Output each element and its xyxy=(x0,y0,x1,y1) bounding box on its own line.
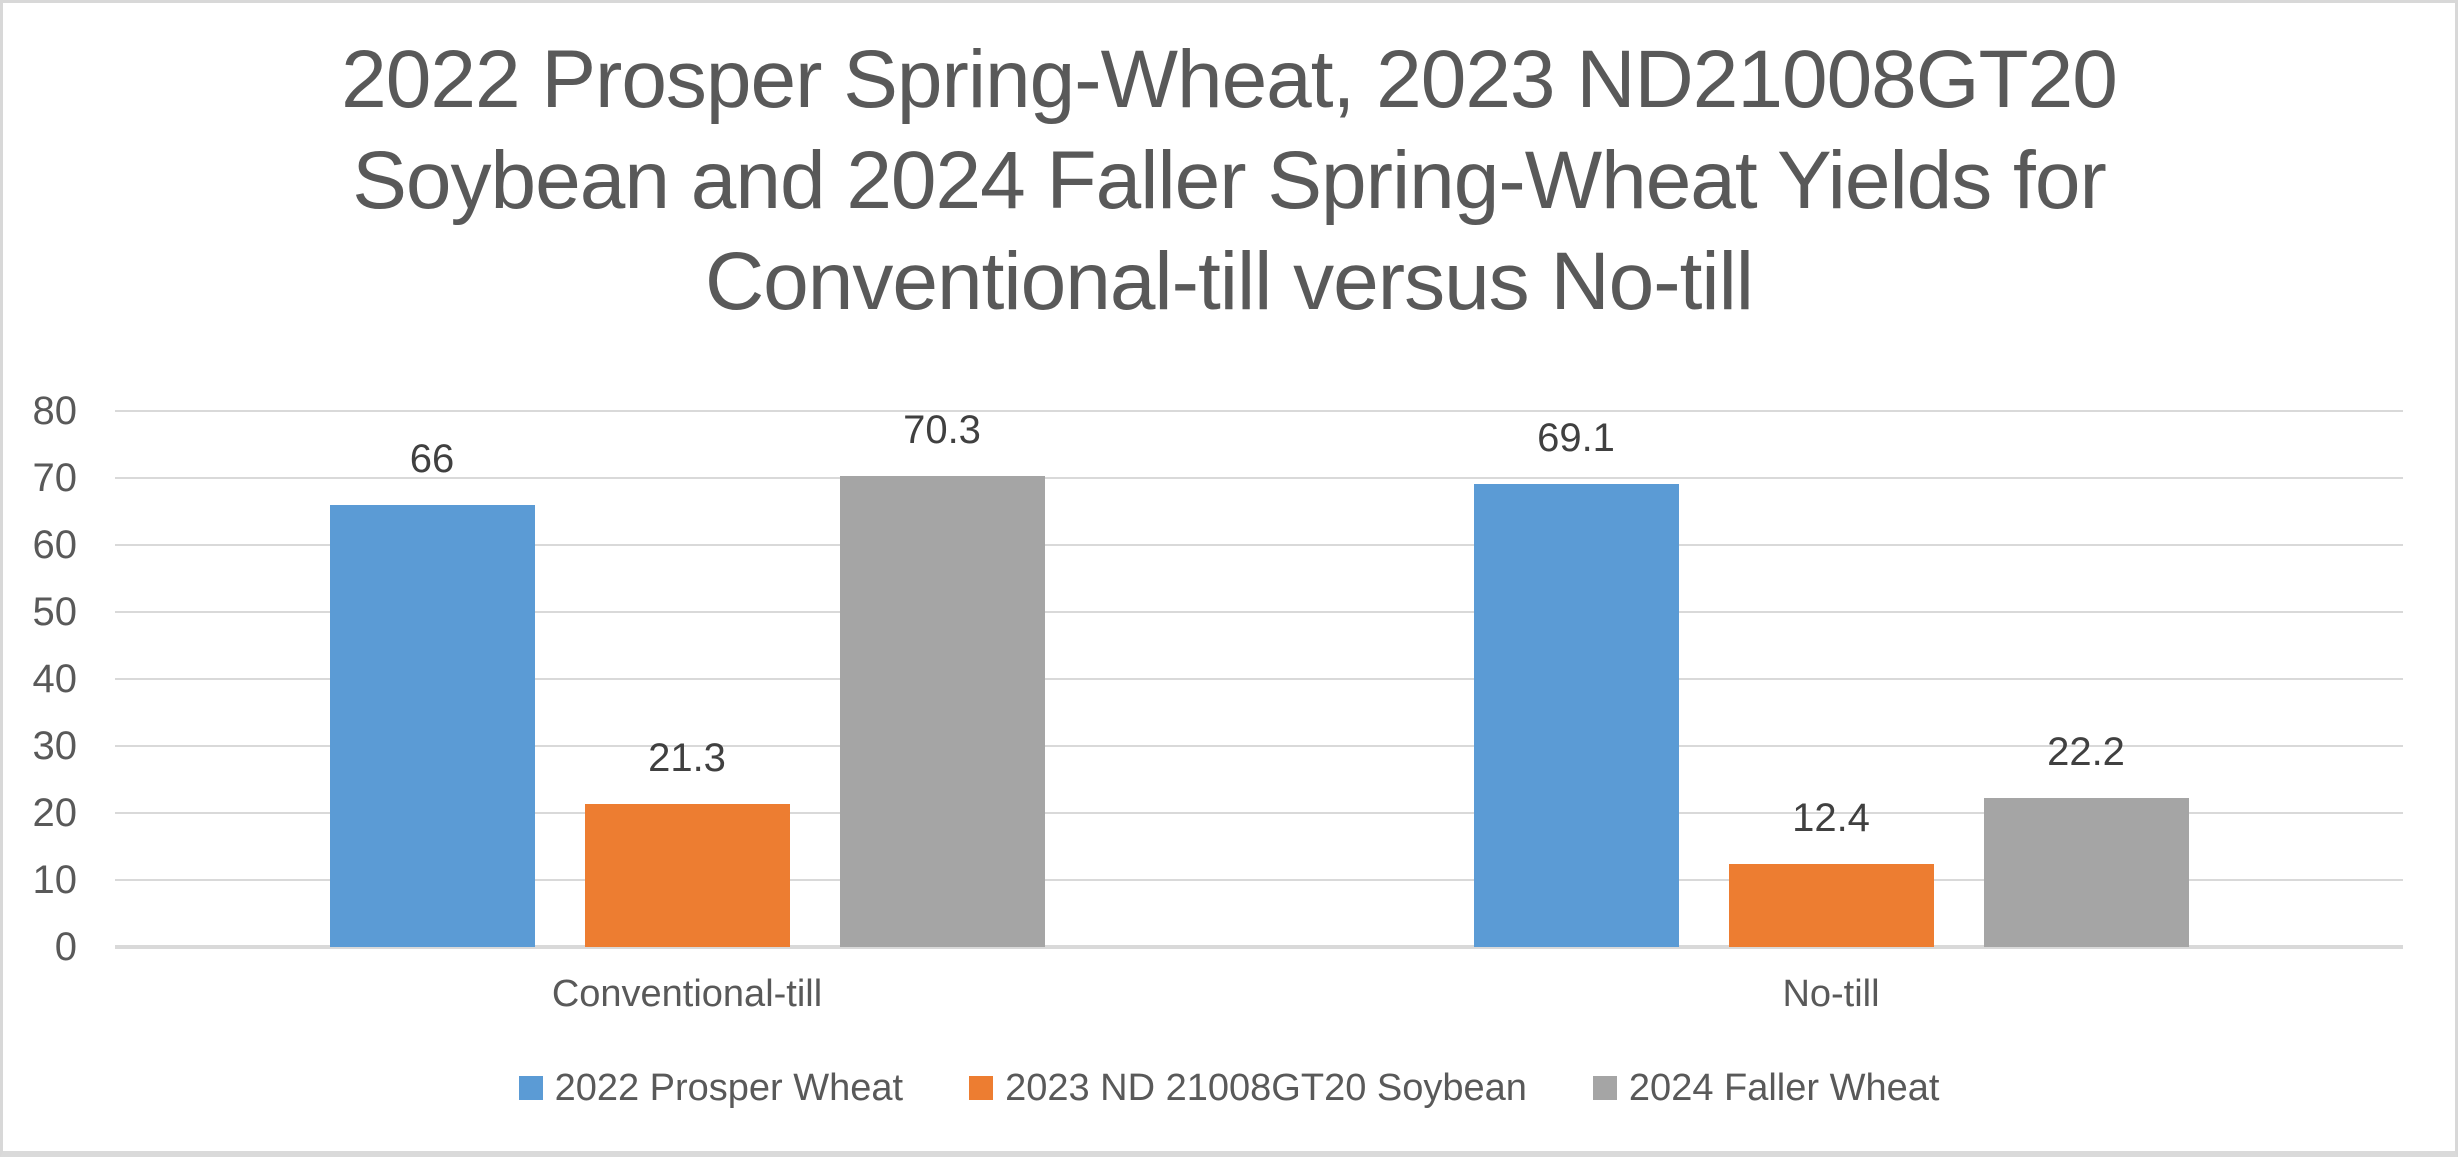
legend: 2022 Prosper Wheat 2023 ND 21008GT20 Soyb… xyxy=(3,1065,2455,1111)
legend-marker xyxy=(969,1076,994,1100)
legend-label: 2024 Faller Wheat xyxy=(1628,1067,1940,1109)
y-tick-label: 0 xyxy=(54,925,77,969)
x-axis-line xyxy=(115,945,2403,949)
gridline xyxy=(115,611,2403,613)
bar-group: 69.1 12.4 22.2 xyxy=(1259,411,2403,947)
y-tick-label: 10 xyxy=(32,858,78,902)
y-axis: 80 70 60 50 40 30 20 10 0 xyxy=(3,390,87,968)
bar-data-label: 70.3 xyxy=(903,408,981,452)
bar-groups: 66 21.3 70.3 69.1 12.4 22.2 xyxy=(115,408,2403,947)
chart-title-line-2: Soybean and 2024 Faller Spring-Wheat Yie… xyxy=(352,135,2107,226)
y-tick-label: 40 xyxy=(32,657,78,701)
y-tick-label: 50 xyxy=(32,590,78,634)
y-tick-label: 20 xyxy=(32,791,78,835)
legend-marker xyxy=(1592,1076,1617,1100)
bar-data-label: 21.3 xyxy=(648,736,726,781)
legend-item: 2024 Faller Wheat xyxy=(1592,1065,1940,1111)
bar: 21.3 xyxy=(584,736,790,947)
bar-data-label: 22.2 xyxy=(2047,730,2125,775)
category-label: Conventional-till xyxy=(551,973,823,1015)
category-label: No-till xyxy=(1782,973,1880,1015)
bar: 70.3 xyxy=(839,408,1045,947)
chart-title-line-3: Conventional-till versus No-till xyxy=(704,236,1754,327)
plot-area: 66 21.3 70.3 69.1 12.4 22.2 xyxy=(115,408,2403,949)
gridline xyxy=(115,410,2403,412)
bar-data-label: 66 xyxy=(409,436,455,481)
legend-item: 2022 Prosper Wheat xyxy=(518,1065,904,1111)
bar: 12.4 xyxy=(1728,796,1934,947)
y-tick-label: 60 xyxy=(32,523,78,567)
chart-title-line-1: 2022 Prosper Spring-Wheat, 2023 ND21008G… xyxy=(341,34,2118,125)
gridline xyxy=(115,477,2403,479)
legend-label: 2022 Prosper Wheat xyxy=(554,1067,904,1109)
bar: 69.1 xyxy=(1473,416,1679,947)
gridline xyxy=(115,812,2403,814)
bar-data-label: 69.1 xyxy=(1537,416,1615,461)
chart-title: 2022 Prosper Spring-Wheat, 2023 ND21008G… xyxy=(3,29,2455,332)
gridline xyxy=(115,544,2403,546)
gridline xyxy=(115,745,2403,747)
y-tick-label: 80 xyxy=(32,389,78,433)
x-axis-category-labels: Conventional-till No-till xyxy=(115,971,2403,1019)
bar: 22.2 xyxy=(1983,730,2189,947)
bar: 66 xyxy=(329,437,535,947)
bar-data-label: 12.4 xyxy=(1792,795,1870,840)
legend-item: 2023 ND 21008GT20 Soybean xyxy=(969,1065,1527,1111)
y-tick-label: 70 xyxy=(32,456,78,500)
legend-label: 2023 ND 21008GT20 Soybean xyxy=(1005,1067,1527,1109)
bar-group: 66 21.3 70.3 xyxy=(115,408,1259,947)
legend-marker xyxy=(518,1076,543,1100)
gridline xyxy=(115,678,2403,680)
gridline xyxy=(115,879,2403,881)
y-tick-label: 30 xyxy=(32,724,78,768)
